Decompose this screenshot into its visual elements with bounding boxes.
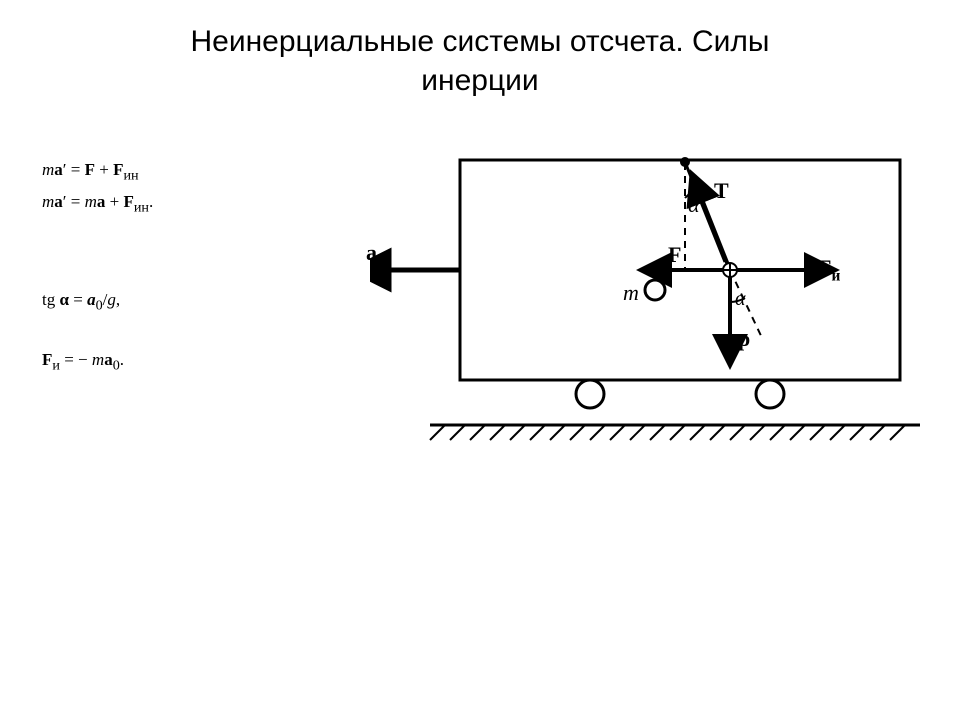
vector-T xyxy=(701,197,730,270)
ground-hatch xyxy=(430,425,905,440)
origin-marker xyxy=(723,263,737,277)
label-m: m xyxy=(623,280,639,306)
label-alpha-upper: α xyxy=(688,192,700,218)
label-a0: a0 xyxy=(366,240,385,270)
mass-ball xyxy=(645,280,665,300)
title-line1: Неинерциальные системы отсчета. Силыинер… xyxy=(191,25,770,97)
diagram-svg xyxy=(370,140,930,460)
label-p: p xyxy=(738,326,750,352)
equation-2: ma′ = ma + Fин. xyxy=(42,192,153,216)
label-alpha-lower: α xyxy=(735,288,746,311)
label-F: F xyxy=(668,242,681,268)
diagram: a0 T α α F p Fи m xyxy=(370,140,930,460)
label-a0-sub: 0 xyxy=(377,252,385,269)
label-T: T xyxy=(714,178,729,204)
label-Fu-text: F xyxy=(818,255,831,280)
label-Fu: Fи xyxy=(818,255,840,285)
equation-4: Fи = − ma0. xyxy=(42,350,124,374)
label-a0-text: a xyxy=(366,240,377,265)
wheel-left xyxy=(576,380,604,408)
equation-3: tg α = a0/g, xyxy=(42,290,120,314)
equation-1: ma′ = F + Fин xyxy=(42,160,139,184)
page-title: Неинерциальные системы отсчета. Силыинер… xyxy=(0,22,960,100)
label-Fu-sub: и xyxy=(831,267,840,284)
page: Неинерциальные системы отсчета. Силыинер… xyxy=(0,0,960,720)
wheel-right xyxy=(756,380,784,408)
